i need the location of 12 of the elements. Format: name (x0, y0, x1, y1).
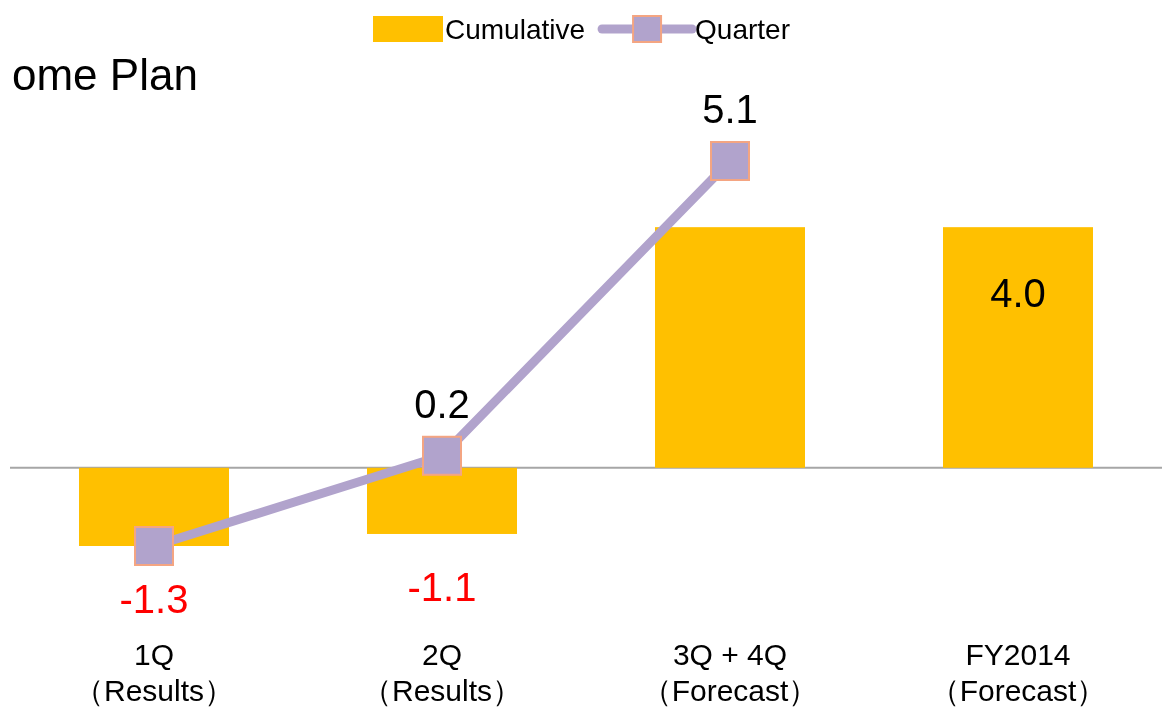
x-tick-label: FY2014 （Forecast） (929, 638, 1107, 707)
legend-label: Cumulative (445, 14, 586, 45)
legend-label: Quarter (695, 14, 790, 45)
data-label: 0.2 (414, 381, 470, 426)
data-label: 4.0 (990, 271, 1046, 316)
x-tick-label: 2Q （Results） (361, 638, 523, 707)
x-tick-label: 1Q （Results） (73, 638, 235, 707)
data-label: -1.1 (407, 564, 477, 609)
chart-title: ome Plan (12, 50, 198, 99)
x-tick-label: 3Q + 4Q （Forecast） (641, 638, 819, 707)
data-label: -1.3 (119, 577, 189, 621)
data-label: 5.1 (702, 87, 758, 131)
